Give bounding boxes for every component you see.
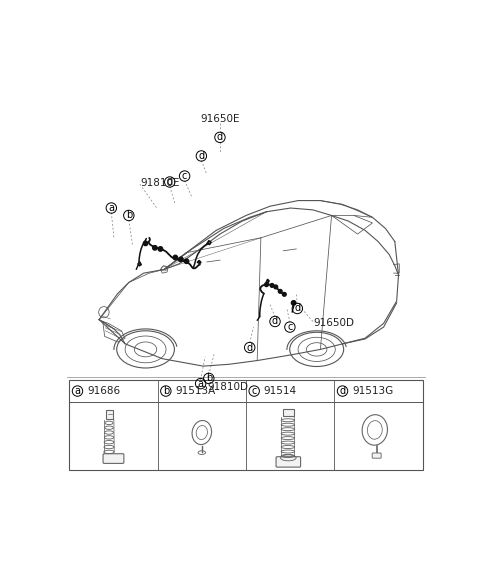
Circle shape	[264, 283, 268, 286]
Text: 91810E: 91810E	[140, 178, 180, 188]
Circle shape	[282, 293, 286, 296]
Circle shape	[184, 259, 189, 263]
Text: d: d	[294, 304, 300, 313]
Circle shape	[144, 241, 148, 246]
Text: c: c	[287, 322, 293, 332]
FancyBboxPatch shape	[372, 453, 381, 458]
Circle shape	[270, 284, 274, 287]
Circle shape	[179, 257, 183, 262]
Text: a: a	[108, 203, 114, 213]
Circle shape	[158, 247, 163, 251]
Text: 91513A: 91513A	[176, 386, 216, 396]
Text: d: d	[167, 177, 173, 187]
FancyBboxPatch shape	[276, 457, 300, 467]
Text: d: d	[217, 133, 223, 142]
Text: 91650E: 91650E	[200, 114, 240, 125]
FancyBboxPatch shape	[107, 410, 113, 419]
Text: 91513G: 91513G	[352, 386, 394, 396]
FancyBboxPatch shape	[283, 409, 294, 416]
Text: c: c	[182, 171, 187, 181]
Circle shape	[278, 289, 282, 293]
Text: 91514: 91514	[264, 386, 297, 396]
Circle shape	[153, 246, 157, 250]
Text: 91686: 91686	[87, 386, 120, 396]
Text: c: c	[252, 386, 257, 396]
Text: d: d	[198, 151, 204, 161]
FancyBboxPatch shape	[103, 453, 124, 463]
Text: b: b	[205, 374, 212, 383]
Bar	[69, 380, 423, 470]
Text: b: b	[126, 211, 132, 220]
Text: a: a	[198, 379, 204, 389]
Text: 91810D: 91810D	[207, 382, 248, 393]
Text: a: a	[74, 386, 81, 396]
Text: d: d	[272, 316, 278, 327]
Text: 91650D: 91650D	[313, 319, 354, 328]
Circle shape	[173, 255, 178, 260]
Circle shape	[274, 285, 277, 289]
Text: d: d	[247, 343, 253, 352]
Text: d: d	[339, 386, 346, 396]
Text: b: b	[163, 386, 169, 396]
Circle shape	[291, 301, 296, 305]
